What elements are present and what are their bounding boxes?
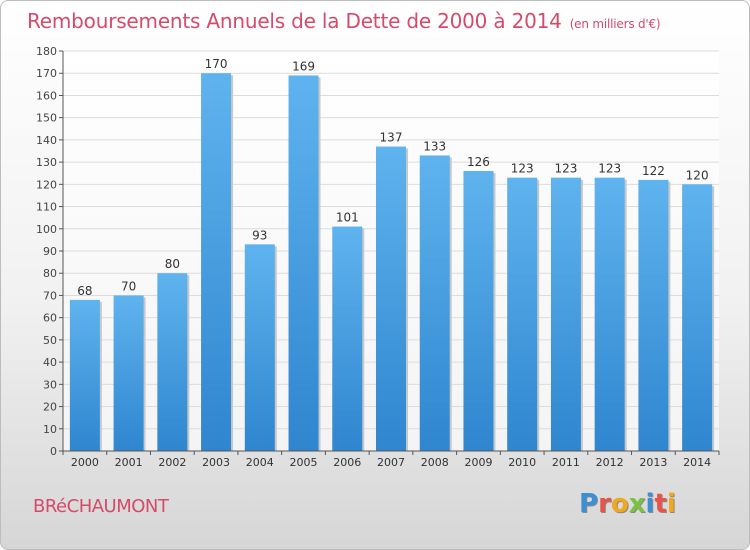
bar [288, 75, 319, 451]
y-tick-label: 10 [43, 423, 57, 436]
value-label: 70 [121, 279, 136, 293]
y-tick-label: 70 [43, 289, 57, 302]
value-label: 68 [77, 284, 92, 298]
logo-letter: x [628, 489, 646, 519]
y-tick-label: 130 [36, 156, 57, 169]
y-tick-label: 30 [43, 378, 57, 391]
x-tick-label: 2010 [508, 456, 536, 469]
value-label: 126 [467, 155, 490, 169]
axes [62, 51, 719, 452]
bar [201, 73, 232, 451]
logo-letter: i [645, 489, 655, 519]
y-tick-label: 120 [36, 178, 57, 191]
y-tick-label: 0 [50, 445, 57, 458]
bar [332, 226, 363, 451]
y-tick-label: 40 [43, 356, 57, 369]
bar [157, 273, 188, 451]
y-tick-label: 150 [36, 112, 57, 125]
bar [550, 177, 581, 451]
x-tick-label: 2007 [377, 456, 405, 469]
y-tick-label: 60 [43, 312, 57, 325]
bar [507, 177, 538, 451]
value-label: 101 [336, 211, 359, 225]
x-tick-label: 2011 [552, 456, 580, 469]
value-label: 122 [642, 164, 665, 178]
y-tick-label: 110 [36, 201, 57, 214]
y-tick-label: 80 [43, 267, 57, 280]
value-label: 80 [165, 257, 180, 271]
bar [244, 244, 275, 451]
value-label: 120 [686, 168, 709, 182]
logo-letter: r [598, 489, 611, 519]
bars [69, 73, 715, 452]
bar [419, 155, 450, 451]
value-label: 123 [511, 162, 534, 176]
bar [113, 295, 144, 451]
value-label: 137 [380, 131, 403, 145]
chart-subtitle: (en milliers d'€) [569, 17, 661, 31]
x-tick-label: 2012 [596, 456, 624, 469]
value-label: 133 [423, 139, 446, 153]
commune-name: BRéCHAUMONT [33, 496, 169, 517]
proxiti-logo: Proxiti [579, 489, 676, 519]
y-tick-label: 20 [43, 401, 57, 414]
y-tick-label: 140 [36, 134, 57, 147]
bar [682, 184, 713, 452]
x-tick-label: 2013 [639, 456, 667, 469]
y-tick-label: 90 [43, 245, 57, 258]
x-tick-label: 2006 [333, 456, 361, 469]
x-tick-labels: 2000 2001 2002 2003 2004 2005 2006 2007 2008 2009… [62, 451, 720, 469]
logo-letter: t [654, 489, 667, 519]
value-label: 123 [598, 162, 621, 176]
x-tick-label: 2002 [158, 456, 186, 469]
value-label: 169 [292, 59, 315, 73]
chart-title: Remboursements Annuels de la Dette de 20… [27, 9, 661, 33]
bar [463, 171, 494, 451]
x-tick-label: 2008 [421, 456, 449, 469]
x-tick-label: 2014 [683, 456, 711, 469]
x-tick-label: 2001 [115, 456, 143, 469]
logo-letter: i [666, 489, 676, 519]
y-tick-label: 180 [36, 45, 57, 58]
value-label: 123 [554, 162, 577, 176]
x-tick-label: 2004 [246, 456, 274, 469]
bar [594, 177, 625, 451]
bar [376, 146, 406, 452]
x-tick-label: 2003 [202, 456, 230, 469]
y-tick-label: 170 [36, 67, 57, 80]
y-tick-label: 50 [43, 334, 57, 347]
y-tick-label: 160 [36, 89, 57, 102]
value-labels: 68 70 80 170 93 169 101 137 133 126 123 123 123 122 12… [77, 57, 708, 298]
bar [638, 179, 669, 451]
value-label: 170 [205, 57, 228, 71]
x-tick-label: 2005 [290, 456, 318, 469]
logo-letter: o [610, 489, 629, 519]
logo-letter: P [579, 489, 599, 519]
value-label: 93 [252, 228, 267, 242]
x-tick-label: 2000 [71, 456, 99, 469]
bar [69, 299, 100, 451]
y-tick-label: 100 [36, 223, 57, 236]
y-tick-labels: 0 10 20 30 40 50 60 70 80 90 100 110 120 130 140 150 160… [36, 45, 57, 458]
x-tick-label: 2009 [464, 456, 492, 469]
